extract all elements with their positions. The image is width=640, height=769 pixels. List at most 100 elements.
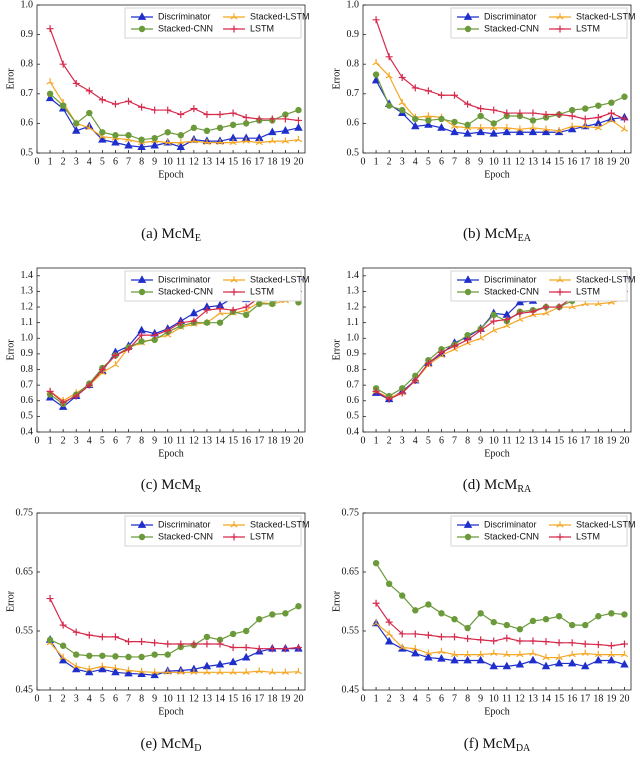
legend-marker [463, 520, 473, 528]
marker [216, 640, 224, 648]
x-tick-label: 6 [439, 156, 444, 167]
x-tick-label: 7 [452, 156, 457, 167]
legend-marker [556, 25, 564, 33]
series-line [49, 93, 299, 141]
marker [594, 124, 602, 131]
marker [607, 642, 615, 650]
y-tick-label: 0.6 [347, 118, 360, 129]
x-tick-label: 18 [267, 435, 277, 446]
legend-label: Stacked-CNN [484, 286, 539, 296]
marker [503, 621, 511, 629]
x-tick-label: 19 [280, 435, 290, 446]
marker [85, 87, 93, 95]
marker [398, 74, 406, 82]
caption: (e) McMD [141, 736, 202, 754]
marker [529, 124, 537, 131]
marker [203, 138, 211, 146]
marker [424, 631, 432, 639]
y-tick-label: 0.8 [21, 364, 34, 375]
marker [282, 610, 289, 617]
x-tick-label: 9 [152, 693, 157, 704]
marker [72, 79, 80, 87]
marker [489, 129, 498, 137]
legend-marker [463, 12, 473, 20]
y-tick-label: 0.8 [21, 58, 34, 69]
legend-label: Stacked-LSTM [250, 11, 310, 21]
x-tick-label: 3 [400, 156, 405, 167]
y-tick-label: 1.4 [347, 270, 360, 281]
marker [85, 665, 93, 672]
y-tick-label: 0.7 [347, 379, 360, 390]
marker [124, 666, 133, 674]
marker [516, 626, 524, 633]
marker [620, 115, 628, 123]
marker [463, 655, 472, 664]
legend-label: Discriminator [158, 274, 211, 284]
x-tick-label: 3 [400, 435, 405, 446]
x-tick-label: 11 [502, 435, 512, 446]
marker [203, 633, 211, 641]
legend-marker [138, 288, 146, 296]
legend-box [450, 515, 628, 547]
x-tick-label: 7 [126, 435, 131, 446]
x-tick-label: 13 [202, 156, 212, 167]
marker [202, 661, 212, 670]
marker [555, 127, 563, 134]
marker [58, 655, 68, 664]
marker [438, 610, 445, 617]
marker [229, 138, 237, 146]
marker [72, 662, 80, 669]
x-tick-label: 19 [606, 693, 616, 704]
marker [477, 124, 485, 131]
x-tick-label: 4 [413, 156, 418, 167]
marker [502, 127, 512, 136]
marker [46, 636, 54, 644]
y-tick-label: 0.8 [347, 58, 360, 69]
x-tick-label: 10 [163, 693, 173, 704]
marker [242, 120, 250, 127]
x-tick-label: 14 [215, 693, 225, 704]
marker [111, 667, 120, 676]
marker [229, 306, 237, 314]
legend-label: Stacked-CNN [158, 23, 213, 33]
x-tick-label: 7 [126, 693, 131, 704]
marker [541, 127, 551, 136]
x-axis-label: Epoch [158, 169, 184, 180]
marker [437, 653, 446, 662]
marker [203, 319, 211, 326]
legend-marker [230, 533, 238, 541]
x-tick-label: 18 [593, 693, 603, 704]
marker [372, 16, 380, 24]
marker [177, 132, 185, 139]
legend-label: LSTM [576, 531, 600, 541]
caption-subscript: R [195, 484, 202, 495]
marker [529, 649, 537, 656]
marker [503, 650, 511, 658]
legend-box [124, 515, 302, 547]
marker [464, 635, 472, 643]
marker [281, 115, 289, 123]
x-tick-label: 3 [74, 156, 79, 167]
x-tick-label: 4 [87, 156, 92, 167]
x-tick-label: 4 [87, 435, 92, 446]
marker [567, 658, 577, 667]
x-tick-label: 5 [100, 435, 105, 446]
legend-box [124, 270, 302, 302]
marker [229, 121, 237, 129]
x-tick-label: 16 [241, 435, 251, 446]
marker [450, 655, 459, 664]
marker [216, 668, 224, 675]
x-tick-label: 15 [554, 435, 564, 446]
x-tick-label: 12 [515, 435, 525, 446]
x-tick-label: 18 [593, 156, 603, 167]
legend-marker [137, 12, 147, 20]
marker [529, 617, 537, 625]
marker [216, 124, 224, 132]
marker [620, 640, 628, 648]
marker [425, 117, 432, 124]
legend-label: Stacked-LSTM [250, 519, 310, 529]
marker [98, 664, 107, 673]
y-tick-label: 1.0 [21, 333, 34, 344]
legend-marker [556, 533, 564, 541]
